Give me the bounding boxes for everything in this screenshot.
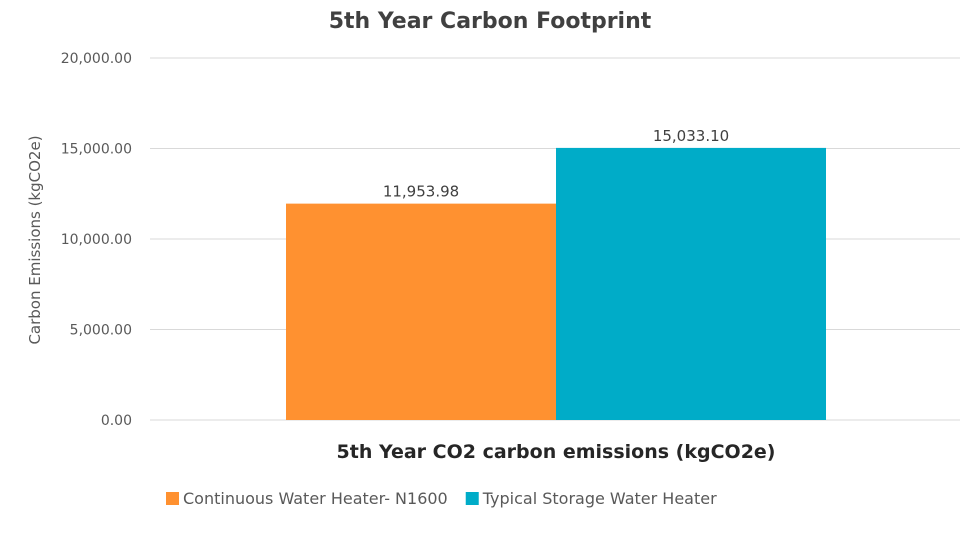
bars	[286, 147, 826, 421]
y-tick-label: 10,000.00	[61, 232, 132, 248]
y-tick-label: 0.00	[101, 413, 132, 429]
legend-label-2: Typical Storage Water Heater	[482, 489, 717, 508]
y-axis-ticks: 0.00 5,000.00 10,000.00 15,000.00 20,000.00	[61, 51, 132, 429]
data-label-2: 15,033.10	[653, 127, 729, 145]
y-tick-label: 20,000.00	[61, 51, 132, 67]
data-labels: 11,953.98 15,033.10	[383, 127, 729, 201]
legend-swatch-2	[465, 492, 479, 505]
x-axis-label: 5th Year CO2 carbon emissions (kgCO2e)	[337, 441, 776, 463]
y-axis-label: Carbon Emissions (kgCO2e)	[26, 135, 44, 344]
data-label-1: 11,953.98	[383, 183, 459, 201]
y-tick-label: 15,000.00	[61, 142, 132, 158]
legend-swatch-1	[166, 492, 179, 505]
chart-title: 5th Year Carbon Footprint	[329, 9, 652, 34]
bar-2	[556, 147, 826, 421]
legend: Continuous Water Heater- N1600 Typical St…	[166, 489, 717, 508]
y-tick-label: 5,000.00	[70, 323, 132, 339]
bar-1	[286, 203, 556, 420]
legend-label-1: Continuous Water Heater- N1600	[183, 489, 448, 508]
